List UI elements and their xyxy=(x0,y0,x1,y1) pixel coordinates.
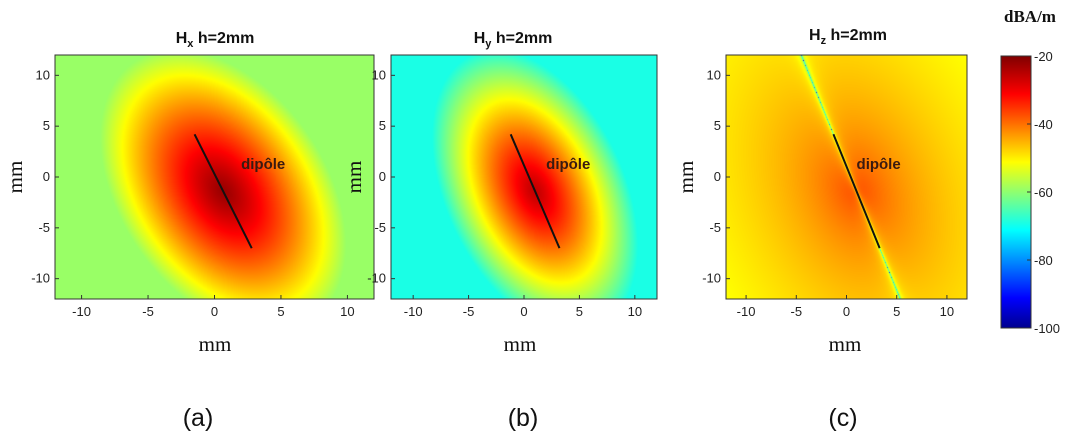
dipole-label-c: dipôle xyxy=(857,156,901,173)
panel-b: Hy h=2mm -10 -5 0 5 10 10 5 0 -5 -10 dipôle mm mm xyxy=(342,30,658,356)
y-tick-label: 10 xyxy=(36,67,50,82)
heatmap-c xyxy=(726,55,967,299)
x-tick-label: 0 xyxy=(843,304,850,319)
y-tick-label: 5 xyxy=(43,118,50,133)
x-tick-label: 5 xyxy=(576,304,583,319)
y-tick-label: -5 xyxy=(374,220,386,235)
caption-b: (b) xyxy=(508,404,539,432)
y-tick-label: -10 xyxy=(367,271,386,286)
caption-a: (a) xyxy=(183,404,214,432)
x-tick-label: 10 xyxy=(340,304,354,319)
y-tick-label: 10 xyxy=(707,67,721,82)
colorbar-tick-label: -40 xyxy=(1034,117,1053,132)
y-tick-label: 0 xyxy=(43,169,50,184)
ticks-b: -10 -5 0 5 10 10 5 0 -5 -10 xyxy=(367,67,642,319)
y-tick-label: 10 xyxy=(372,67,386,82)
title-c: Hz h=2mm xyxy=(809,27,887,47)
panel-a: Hx h=2mm -10 -5 0 5 10 10 5 0 -5 -10 dipôle mm mm xyxy=(3,30,375,356)
colorbar-title: dBA/m xyxy=(1004,7,1056,26)
title-a: Hx h=2mm xyxy=(176,30,255,50)
ylabel-a: mm xyxy=(3,161,27,194)
colorbar-ticks: -20 -40 -60 -80 -100 xyxy=(1027,49,1060,336)
ticks-a: -10 -5 0 5 10 10 5 0 -5 -10 xyxy=(31,67,354,319)
y-tick-label: -10 xyxy=(702,271,721,286)
x-tick-label: 0 xyxy=(520,304,527,319)
x-tick-label: 5 xyxy=(893,304,900,319)
x-tick-label: -5 xyxy=(142,304,154,319)
heatmap-b xyxy=(391,55,657,299)
y-tick-label: 0 xyxy=(379,169,386,184)
colorbar: dBA/m -20 -40 -60 -80 -100 xyxy=(1000,7,1060,336)
x-tick-label: 10 xyxy=(940,304,954,319)
y-tick-label: 0 xyxy=(714,169,721,184)
ylabel-b: mm xyxy=(342,161,366,194)
y-tick-label: -5 xyxy=(38,220,50,235)
colorbar-gradient xyxy=(1000,55,1032,329)
x-tick-label: -10 xyxy=(404,304,423,319)
y-tick-label: 5 xyxy=(379,118,386,133)
colorbar-tick-label: -20 xyxy=(1034,49,1053,64)
xlabel-b: mm xyxy=(504,332,537,356)
x-tick-label: -10 xyxy=(737,304,756,319)
xlabel-a: mm xyxy=(199,332,232,356)
x-tick-label: -5 xyxy=(791,304,803,319)
ylabel-c: mm xyxy=(674,161,698,194)
dipole-line-c xyxy=(832,133,881,249)
colorbar-tick-label: -60 xyxy=(1034,185,1053,200)
colorbar-tick-label: -100 xyxy=(1034,321,1060,336)
x-tick-label: 5 xyxy=(277,304,284,319)
x-tick-label: -10 xyxy=(72,304,91,319)
xlabel-c: mm xyxy=(829,332,862,356)
x-tick-label: 0 xyxy=(211,304,218,319)
title-b: Hy h=2mm xyxy=(474,30,553,50)
heatmap-a xyxy=(55,55,374,299)
dipole-label-a: dipôle xyxy=(241,156,285,173)
ticks-c: -10 -5 0 5 10 10 5 0 -5 -10 xyxy=(702,67,954,319)
y-tick-label: 5 xyxy=(714,118,721,133)
y-tick-label: -5 xyxy=(709,220,721,235)
x-tick-label: 10 xyxy=(628,304,642,319)
dipole-line-a xyxy=(193,133,253,249)
panel-c: Hz h=2mm -10 -5 0 5 10 10 5 0 -5 -10 dipôle mm mm xyxy=(674,27,968,356)
colorbar-tick-label: -80 xyxy=(1034,253,1053,268)
dipole-line-b xyxy=(509,133,561,249)
dipole-label-b: dipôle xyxy=(546,156,590,173)
x-tick-label: -5 xyxy=(463,304,475,319)
caption-c: (c) xyxy=(828,404,857,432)
y-tick-label: -10 xyxy=(31,271,50,286)
